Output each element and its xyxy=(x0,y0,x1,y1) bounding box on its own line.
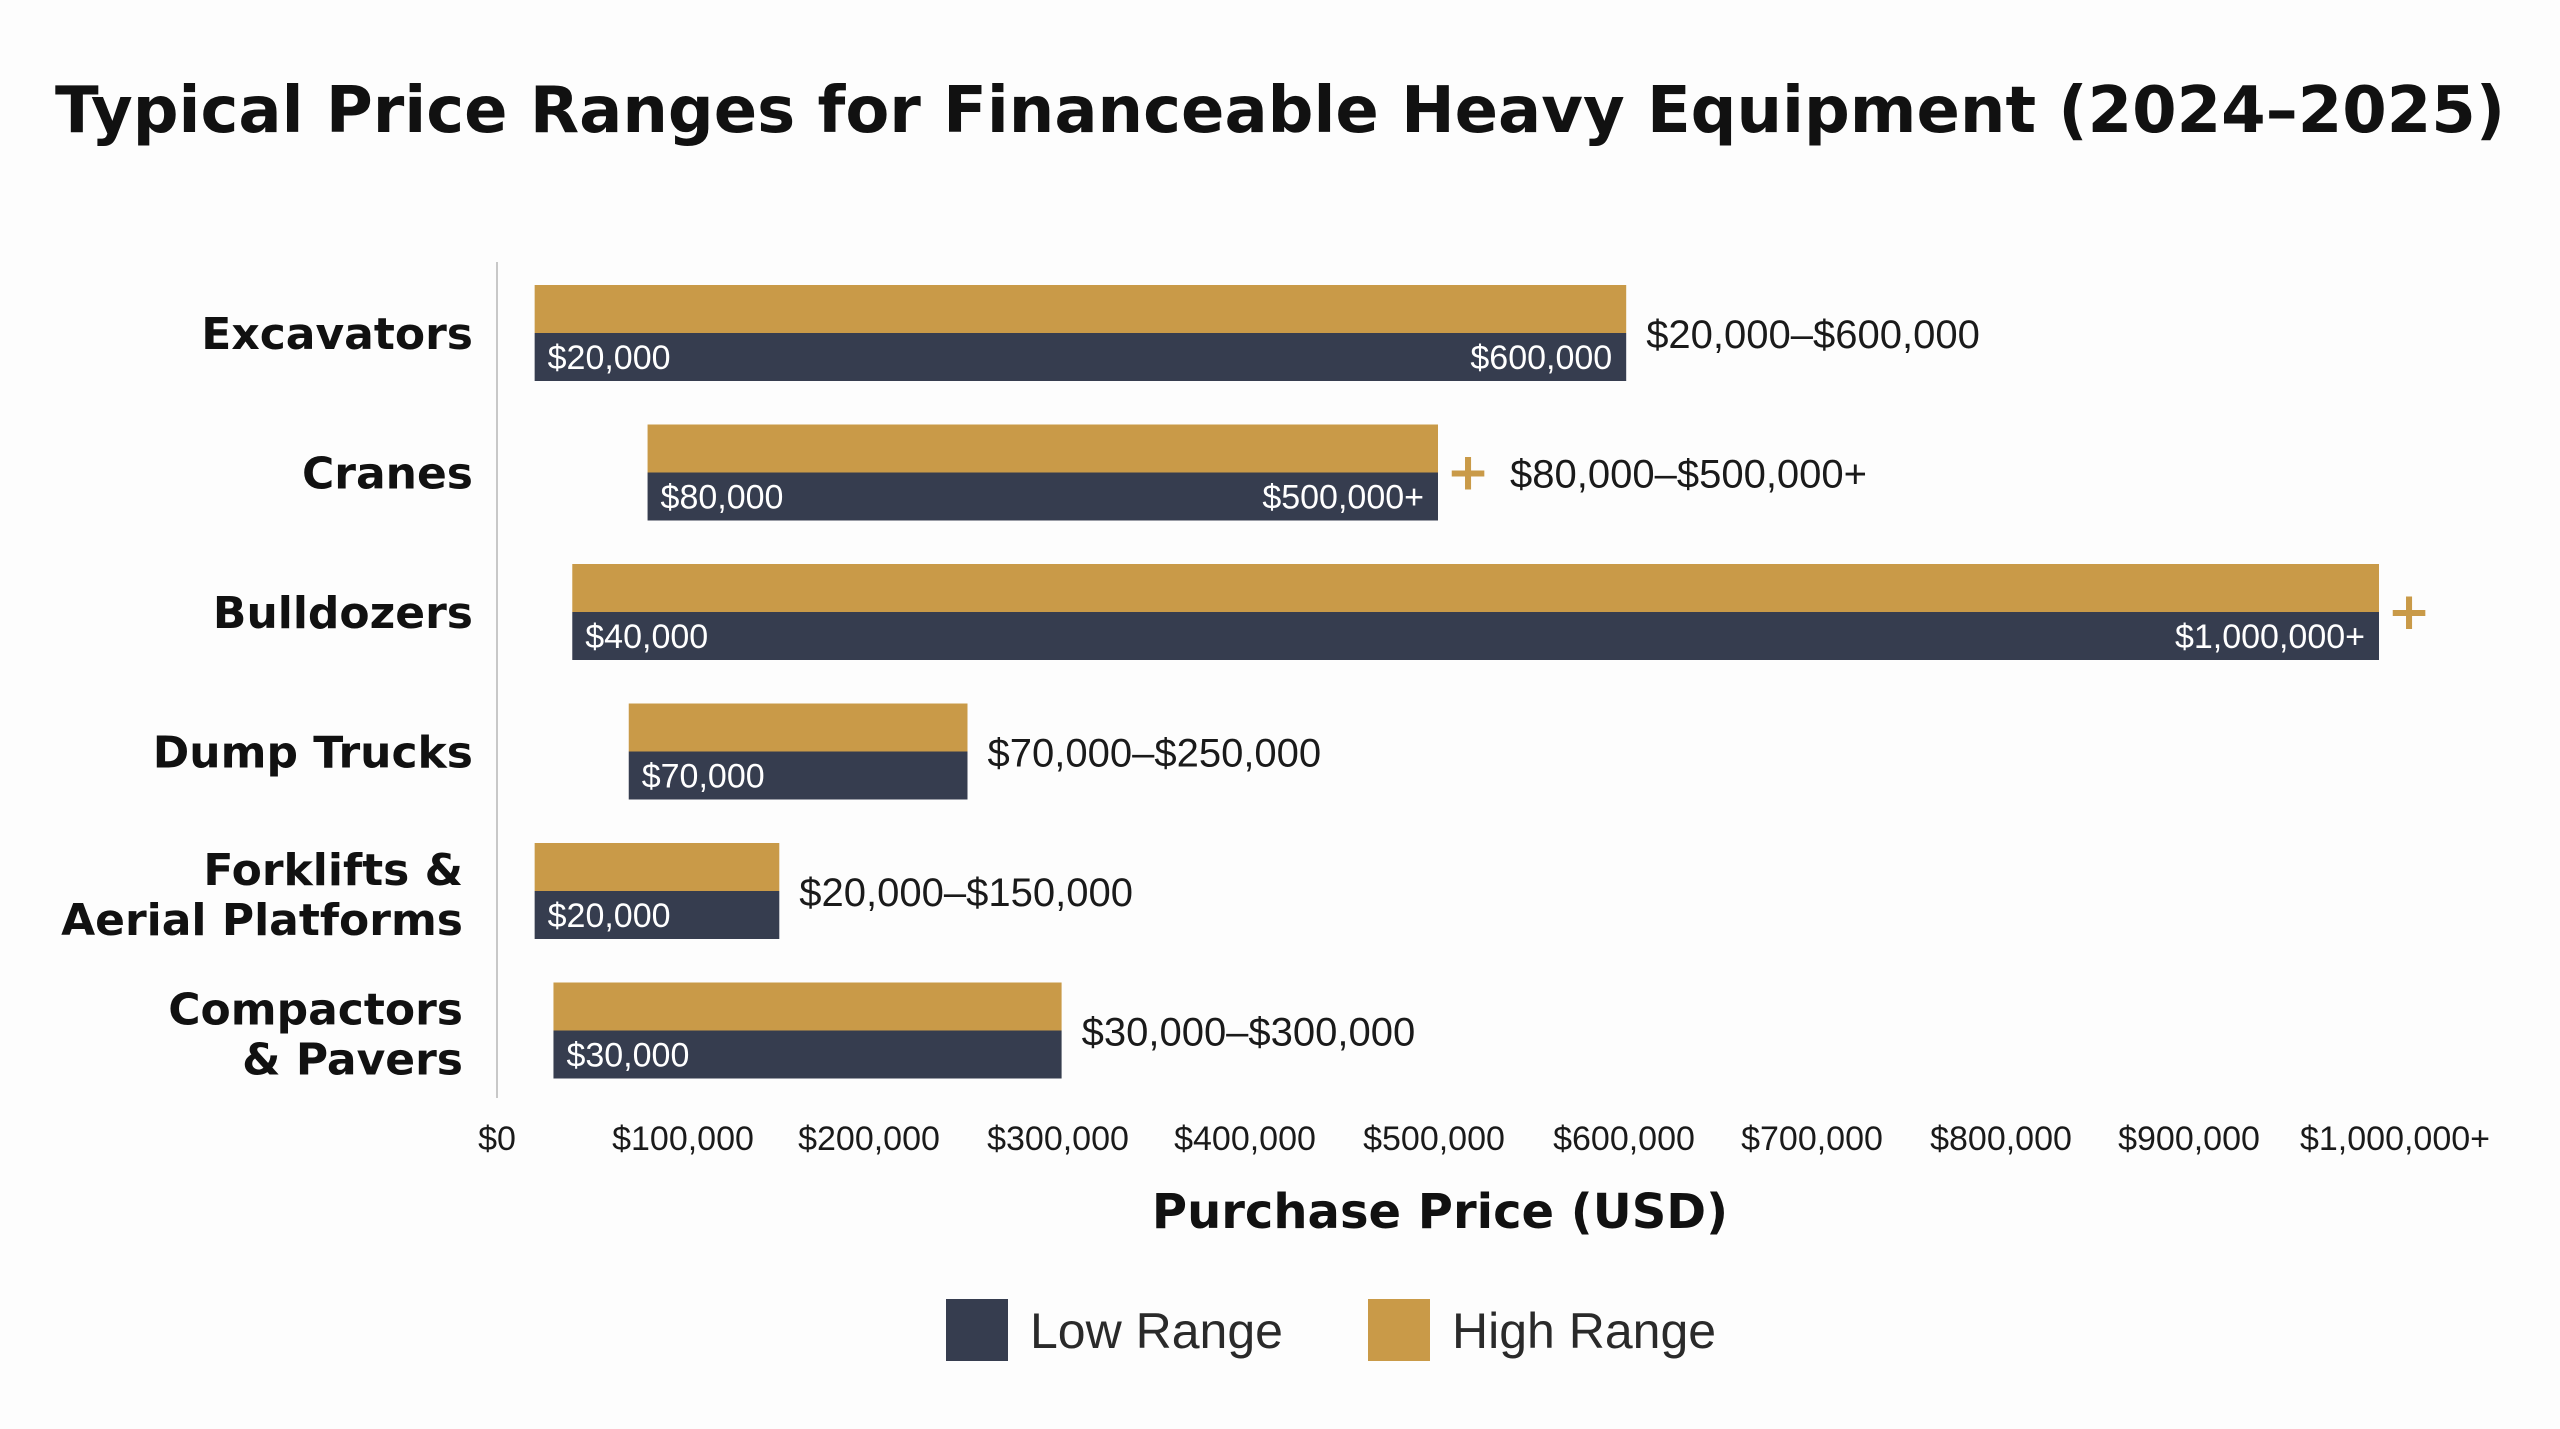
bar-low-value-label: $70,000 xyxy=(642,758,765,796)
bar-high-value-label: $1,000,000+ xyxy=(2175,618,2365,656)
x-tick-label: $700,000 xyxy=(1741,1120,1883,1158)
legend-label-high-range: High Range xyxy=(1452,1303,1716,1359)
bar-high-range xyxy=(534,843,780,891)
bar-group: Compactors& Pavers $30,000 $30,000–$300,00… xyxy=(168,982,1416,1086)
bar-low-range xyxy=(553,1030,1062,1079)
x-axis-label: Purchase Price (USD) xyxy=(1152,1184,1728,1240)
x-axis-ticks: $0 $100,000 $200,000 $300,000 $400,000 $500,0… xyxy=(478,1120,2490,1158)
x-tick-label: $1,000,000+ xyxy=(2300,1120,2490,1158)
bars-layer: Excavators $20,000 $600,000 $20,000–$600,00… xyxy=(61,285,2431,1086)
bar-high-range xyxy=(572,564,2379,612)
bar-low-range xyxy=(534,891,780,939)
bar-high-range xyxy=(628,703,968,752)
bar-group: Forklifts &Aerial Platforms $20,000 $20,00… xyxy=(61,843,1133,946)
plus-marker: + xyxy=(2387,582,2431,642)
bar-high-value-label: $600,000 xyxy=(1470,339,1612,377)
category-label: Forklifts & xyxy=(203,845,463,896)
category-label: Excavators xyxy=(201,309,473,360)
category-label: Bulldozers xyxy=(213,588,473,639)
category-label: Compactors xyxy=(168,985,463,1036)
x-tick-label: $500,000 xyxy=(1363,1120,1505,1158)
x-tick-label: $600,000 xyxy=(1553,1120,1695,1158)
range-label: $20,000–$150,000 xyxy=(799,871,1133,915)
x-tick-label: $900,000 xyxy=(2118,1120,2260,1158)
bar-high-value-label: $500,000+ xyxy=(1262,479,1424,517)
bar-group: Bulldozers $40,000 $1,000,000+ + xyxy=(213,564,2431,660)
x-tick-label: $200,000 xyxy=(798,1120,940,1158)
bar-low-range xyxy=(628,751,968,800)
bar-low-value-label: $40,000 xyxy=(585,618,708,656)
range-label: $20,000–$600,000 xyxy=(1646,313,1980,357)
x-tick-label: $0 xyxy=(478,1120,516,1158)
category-label: Dump Trucks xyxy=(153,728,473,779)
x-tick-label: $300,000 xyxy=(987,1120,1129,1158)
range-label: $30,000–$300,000 xyxy=(1082,1011,1416,1055)
category-label: Cranes xyxy=(302,449,473,500)
x-tick-label: $800,000 xyxy=(1930,1120,2072,1158)
bar-low-value-label: $30,000 xyxy=(566,1037,689,1075)
bar-group: Excavators $20,000 $600,000 $20,000–$600,00… xyxy=(201,285,1980,381)
bar-low-range xyxy=(572,612,2379,660)
category-label: & Pavers xyxy=(242,1035,463,1086)
legend-swatch-low-range xyxy=(946,1299,1008,1361)
bar-low-value-label: $20,000 xyxy=(548,897,671,935)
bar-group: Cranes $80,000 $500,000+ + $80,000–$500,000+ xyxy=(302,424,1867,521)
chart-title: Typical Price Ranges for Financeable Hea… xyxy=(55,74,2505,148)
x-tick-label: $100,000 xyxy=(612,1120,754,1158)
plus-marker: + xyxy=(1446,443,1490,503)
category-label: Aerial Platforms xyxy=(61,895,463,946)
legend: Low Range High Range xyxy=(946,1299,1716,1361)
range-label: $80,000–$500,000+ xyxy=(1510,453,1867,497)
bar-low-value-label: $20,000 xyxy=(548,339,671,377)
bar-low-range xyxy=(534,333,1627,381)
bar-low-range xyxy=(647,472,1438,521)
legend-label-low-range: Low Range xyxy=(1030,1303,1283,1359)
x-tick-label: $400,000 xyxy=(1174,1120,1316,1158)
bar-low-value-label: $80,000 xyxy=(661,479,784,517)
bar-high-range xyxy=(534,285,1627,333)
legend-swatch-high-range xyxy=(1368,1299,1430,1361)
range-label: $70,000–$250,000 xyxy=(988,732,1322,776)
bar-group: Dump Trucks $70,000 $70,000–$250,000 xyxy=(153,703,1322,800)
bar-high-range xyxy=(647,424,1438,473)
bar-high-range xyxy=(553,982,1062,1031)
